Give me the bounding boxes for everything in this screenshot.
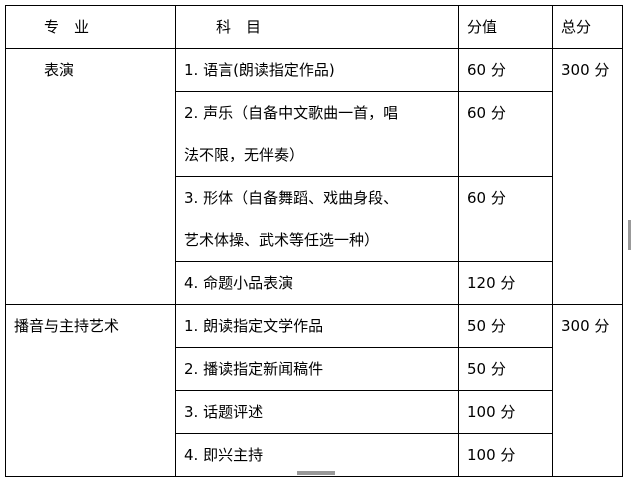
score-cell: 50 分 bbox=[458, 347, 553, 391]
score-cell: 120 分 bbox=[458, 261, 553, 305]
table-row: 2. 声乐（自备中文歌曲一首，唱 法不限，无伴奏） 60 分 bbox=[6, 91, 623, 177]
table-row: 3. 话题评述 100 分 bbox=[6, 390, 623, 434]
subject-cell: 4. 命题小品表演 bbox=[175, 261, 459, 305]
table-row: 表演 1. 语言(朗读指定作品) 60 分 300 分 bbox=[5, 48, 623, 305]
resize-handle[interactable] bbox=[297, 471, 335, 475]
subject-line: 艺术体操、武术等任选一种） bbox=[184, 231, 380, 249]
exam-subjects-table: 专 业 科 目 分值 总分 表演 1. 语言(朗读指定作品) 60 分 300 … bbox=[5, 5, 623, 477]
subject-cell: 1. 朗读指定文学作品 bbox=[175, 304, 459, 348]
total-cell: 300 分 bbox=[552, 48, 623, 305]
table-row: 播音与主持艺术 1. 朗读指定文学作品 50 分 300 分 bbox=[5, 304, 623, 477]
table-row: 2. 播读指定新闻稿件 50 分 bbox=[6, 347, 623, 391]
major-cell: 播音与主持艺术 bbox=[5, 304, 176, 477]
score-cell: 60 分 bbox=[458, 48, 553, 92]
resize-handle[interactable] bbox=[628, 220, 631, 250]
score-cell: 60 分 bbox=[458, 176, 553, 262]
score-cell: 50 分 bbox=[458, 304, 553, 348]
subject-line: 法不限，无伴奏） bbox=[184, 146, 305, 164]
table-row: 4. 命题小品表演 120 分 bbox=[6, 261, 623, 305]
header-major: 专 业 bbox=[5, 5, 176, 49]
subject-line: 2. 声乐（自备中文歌曲一首，唱 bbox=[184, 104, 399, 122]
subject-cell: 3. 形体（自备舞蹈、戏曲身段、 艺术体操、武术等任选一种） bbox=[175, 176, 459, 262]
header-total: 总分 bbox=[552, 5, 623, 49]
subject-cell: 2. 声乐（自备中文歌曲一首，唱 法不限，无伴奏） bbox=[175, 91, 459, 177]
score-cell: 60 分 bbox=[458, 91, 553, 177]
table-row: 3. 形体（自备舞蹈、戏曲身段、 艺术体操、武术等任选一种） 60 分 bbox=[6, 176, 623, 262]
header-subject: 科 目 bbox=[175, 5, 459, 49]
total-cell: 300 分 bbox=[552, 304, 623, 477]
header-row: 专 业 科 目 分值 总分 bbox=[5, 5, 623, 49]
subject-line: 3. 形体（自备舞蹈、戏曲身段、 bbox=[184, 189, 399, 207]
score-cell: 100 分 bbox=[458, 433, 553, 477]
subject-cell: 2. 播读指定新闻稿件 bbox=[175, 347, 459, 391]
subject-cell: 3. 话题评述 bbox=[175, 390, 459, 434]
major-cell: 表演 bbox=[5, 48, 176, 305]
header-score: 分值 bbox=[458, 5, 553, 49]
subject-cell: 1. 语言(朗读指定作品) bbox=[175, 48, 459, 92]
score-cell: 100 分 bbox=[458, 390, 553, 434]
